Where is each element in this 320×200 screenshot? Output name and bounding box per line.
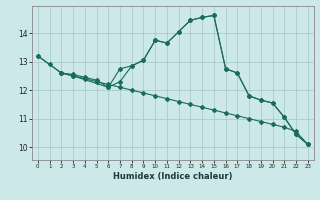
X-axis label: Humidex (Indice chaleur): Humidex (Indice chaleur) bbox=[113, 172, 233, 181]
